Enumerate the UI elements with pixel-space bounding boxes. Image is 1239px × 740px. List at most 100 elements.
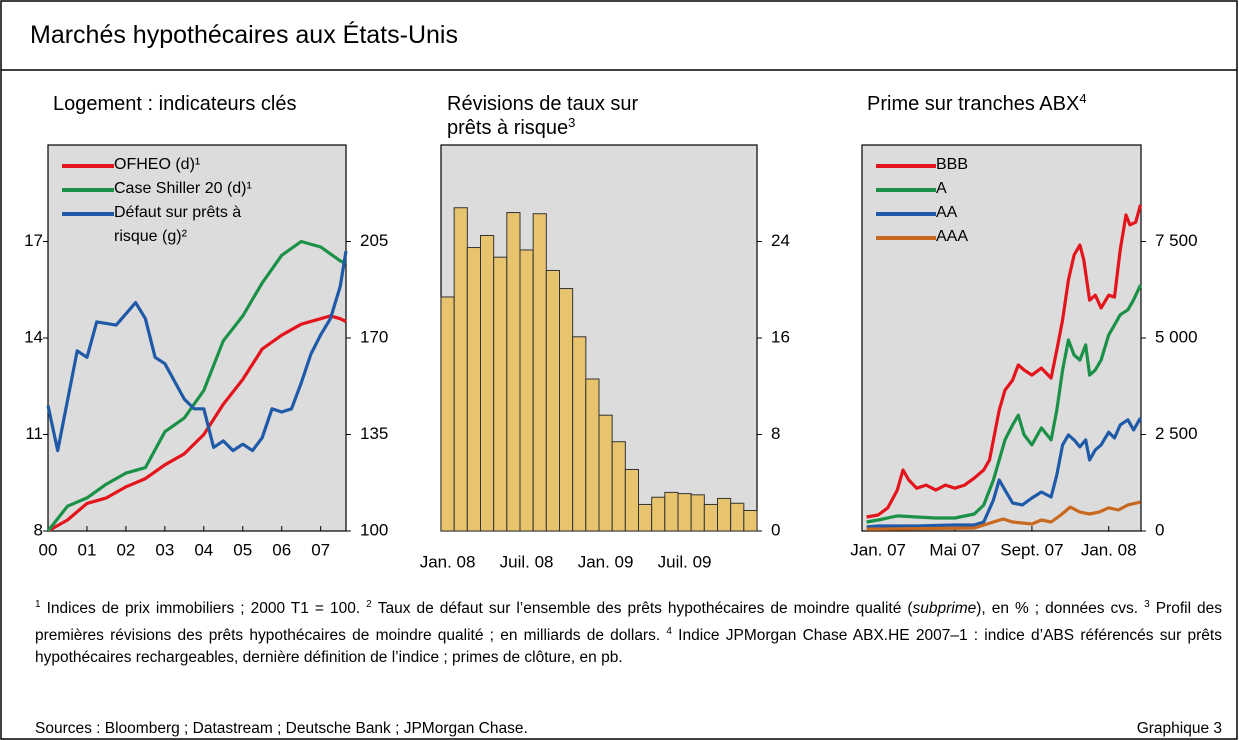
x-tick-label: Mai 07: [929, 540, 980, 559]
legend-label: Case Shiller 20 (d)¹: [114, 180, 252, 197]
legend: OFHEO (d)¹ Case Shiller 20 (d)¹ Défaut sur…: [62, 153, 274, 249]
panel-title: Logement : indicateurs clés: [53, 93, 296, 115]
panel-title-text: Révisions de taux sur: [447, 93, 639, 115]
bar: [506, 212, 521, 532]
panel-title-text: prêts à risque: [447, 117, 568, 139]
figure-label: Graphique 3: [1136, 720, 1222, 737]
x-tick-label: Sept. 07: [1000, 540, 1063, 559]
footnote-mark: 4: [666, 625, 672, 637]
legend-label: OFHEO (d)¹: [114, 156, 201, 173]
footnotes: 1 Indices de prix immobiliers ; 2000 T1 …: [35, 594, 1222, 670]
y-tick-label: 24: [771, 231, 790, 250]
footnote-text: Profil des premières révisions des prêts…: [35, 600, 1223, 644]
x-tick-label: 04: [194, 540, 213, 559]
series-line: [866, 417, 1142, 529]
bar: [624, 468, 639, 532]
y-tick-label: 8: [771, 424, 780, 443]
bar: [598, 414, 613, 532]
bar: [493, 256, 508, 532]
footnote-text: Indices de prix immobiliers ; 2000 T1 = …: [46, 600, 361, 617]
legend: BBB A AA AAA: [876, 153, 968, 249]
footnote: 1 Indices de prix immobiliers ; 2000 T1 …: [35, 599, 361, 617]
legend-swatch: [876, 164, 936, 168]
bar: [572, 336, 587, 532]
panel-title-text: Prime sur tranches ABX: [867, 93, 1079, 115]
legend-item: A: [876, 177, 968, 201]
panel-title: Prime sur tranches ABX4: [867, 91, 1087, 116]
bar: [585, 378, 600, 532]
legend-item: Case Shiller 20 (d)¹: [62, 177, 274, 201]
legend-swatch: [876, 188, 936, 192]
page-title: Marchés hypothécaires aux États-Unis: [30, 20, 458, 49]
x-tick-label: 01: [77, 540, 96, 559]
bar: [532, 213, 547, 532]
y-tick-label: 0: [1155, 520, 1164, 539]
y2-tick-label: 170: [360, 327, 388, 346]
x-tick-label: 05: [233, 540, 252, 559]
legend-swatch: [62, 164, 114, 168]
bar: [743, 509, 758, 532]
legend-label: AAA: [936, 228, 969, 245]
footnote-mark: 3: [1144, 599, 1150, 610]
y-tick-label: 2 500: [1155, 424, 1198, 443]
bar: [440, 296, 455, 532]
bar: [730, 502, 745, 532]
bar: [519, 249, 534, 532]
legend-swatch: [62, 212, 114, 216]
x-tick-label: Jan. 09: [578, 552, 634, 571]
footnote-italic: subprime: [912, 600, 977, 617]
y-tick-label: 17: [24, 231, 43, 250]
series-line: [47, 314, 347, 533]
plot-area: [47, 144, 347, 532]
legend-item: AAA: [876, 225, 968, 249]
y-tick-label: 5 000: [1155, 327, 1198, 346]
legend-item: AA: [876, 201, 968, 225]
x-tick-label: Juil. 08: [500, 552, 554, 571]
panel-title: Révisions de taux sur: [447, 93, 639, 115]
y2-tick-label: 135: [360, 424, 388, 443]
footnote: 2 Taux de défaut sur l’ensemble des prêt…: [366, 599, 1139, 617]
footnote: 3 Profil des premières révisions des prê…: [35, 599, 1223, 644]
y-tick-label: 0: [771, 520, 780, 539]
legend-item: OFHEO (d)¹: [62, 153, 274, 177]
y-tick-label: 11: [25, 424, 43, 443]
y2-tick-label: 100: [360, 520, 388, 539]
x-tick-label: 06: [272, 540, 291, 559]
legend-label: BBB: [936, 156, 969, 173]
bar: [664, 491, 679, 532]
legend-item: BBB: [876, 153, 968, 177]
sources: Sources : Bloomberg ; Datastream ; Deuts…: [35, 720, 528, 737]
bar: [703, 503, 718, 532]
footnote-text: ), en % ; données cvs.: [976, 600, 1139, 617]
x-tick-label: 02: [116, 540, 135, 559]
legend-label: A: [936, 180, 947, 197]
series-line: [866, 500, 1141, 531]
legend-label: Défaut sur prêts à risque (g)²: [114, 204, 242, 245]
x-tick-label: 07: [311, 540, 330, 559]
x-tick-label: 00: [39, 540, 58, 559]
plot-area: [861, 144, 1142, 532]
y-tick-label: 16: [771, 327, 790, 346]
bar: [638, 503, 653, 532]
bar: [677, 493, 692, 532]
series-line: [866, 204, 1143, 519]
footnote-text: Indice JPMorgan Chase ABX.HE 2007–1 : in…: [35, 626, 1222, 667]
legend-swatch: [876, 212, 936, 216]
bar: [611, 441, 626, 532]
y-tick-label: 7 500: [1155, 231, 1198, 250]
legend-label: AA: [936, 204, 958, 221]
y2-tick-label: 205: [360, 231, 388, 250]
y-tick-label: 8: [34, 520, 43, 539]
panel-title: prêts à risque3: [447, 115, 575, 140]
bar: [545, 269, 560, 532]
footnote-mark: 2: [366, 599, 372, 610]
title-note: 4: [1079, 91, 1086, 106]
y-tick-label: 14: [24, 327, 43, 346]
legend-item: Défaut sur prêts à risque (g)²: [62, 201, 274, 249]
panel-title-text: Logement : indicateurs clés: [53, 93, 296, 115]
series-line: [866, 284, 1142, 524]
bar: [651, 496, 666, 532]
